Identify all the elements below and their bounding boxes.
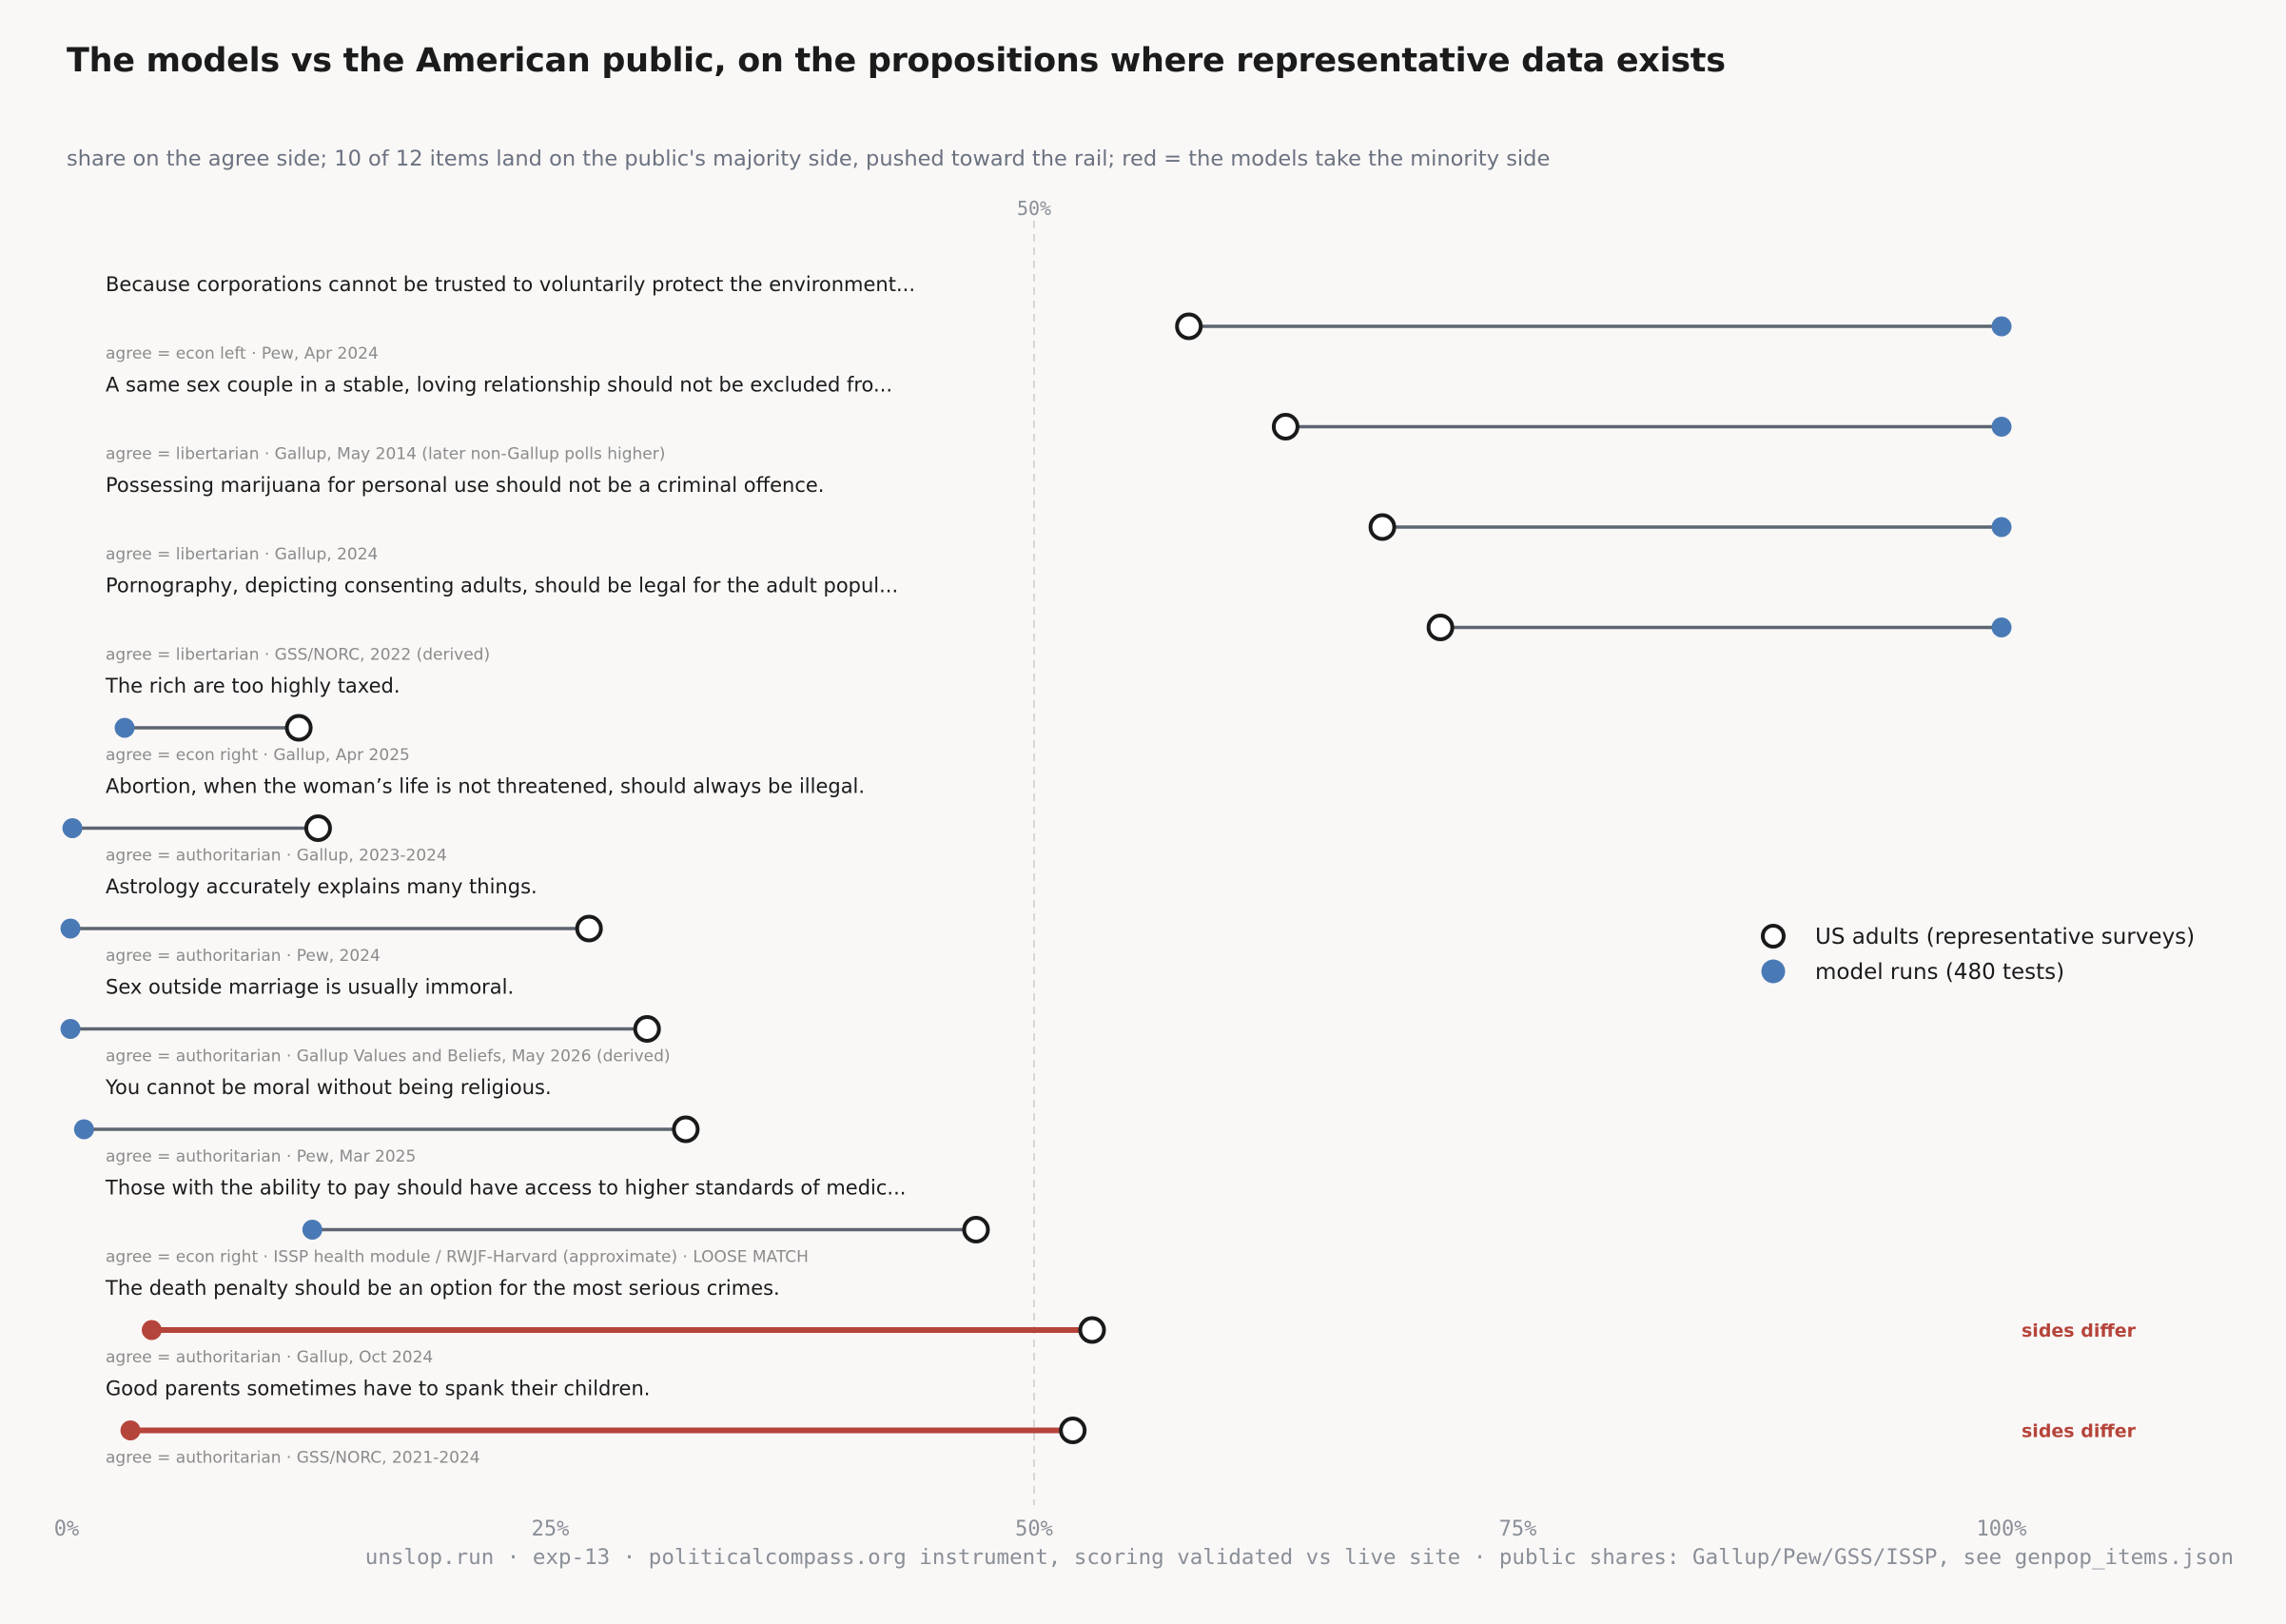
chart-rows: Because corporations cannot be trusted t… <box>60 273 2137 1468</box>
statement-label: Possessing marijuana for personal use sh… <box>106 474 824 497</box>
model-dot <box>1991 517 2012 538</box>
source-note: agree = authoritarian · Gallup Values an… <box>106 1047 671 1066</box>
statement-label: The death penalty should be an option fo… <box>105 1277 780 1300</box>
statement-label: Those with the ability to pay should hav… <box>105 1177 906 1200</box>
source-note: agree = authoritarian · Pew, Mar 2025 <box>106 1147 416 1166</box>
public-dot <box>1175 312 1203 341</box>
source-note: agree = econ right · ISSP health module … <box>106 1248 809 1267</box>
public-dot <box>1271 413 1299 440</box>
chart-row: You cannot be moral without being religi… <box>73 1076 700 1166</box>
public-dot <box>1426 614 1455 641</box>
public-dot <box>1078 1316 1106 1344</box>
statement-label: Astrology accurately explains many thing… <box>106 875 537 898</box>
chart-row: Possessing marijuana for personal use sh… <box>106 474 2012 564</box>
source-note: agree = libertarian · Gallup, May 2014 (… <box>106 445 665 464</box>
legend-public-label: US adults (representative surveys) <box>1815 925 2195 949</box>
chart-row: Abortion, when the woman’s life is not t… <box>62 775 865 866</box>
legend-public-marker <box>1761 924 1786 949</box>
chart-row: Pornography, depicting consenting adults… <box>106 575 2012 665</box>
source-note: agree = libertarian · Gallup, 2024 <box>106 545 378 564</box>
legend-model-marker <box>1761 959 1786 984</box>
midline-label: 50% <box>1017 197 1051 220</box>
legend: US adults (representative surveys) model… <box>1761 924 2195 985</box>
chart-title: The models vs the American public, on th… <box>67 42 1726 80</box>
statement-label: Sex outside marriage is usually immoral. <box>106 976 514 999</box>
legend-model-label: model runs (480 tests) <box>1815 960 2064 985</box>
public-dot <box>1368 513 1397 541</box>
model-dot <box>1991 316 2012 337</box>
chart-row: Because corporations cannot be trusted t… <box>106 273 2012 363</box>
model-dot <box>60 1019 81 1039</box>
x-tick-label: 100% <box>1977 1517 2027 1541</box>
chart-row: Sex outside marriage is usually immoral.… <box>60 976 671 1066</box>
x-tick-label: 25% <box>532 1517 570 1541</box>
model-dot <box>73 1119 94 1140</box>
model-dot <box>114 717 135 738</box>
source-note: agree = authoritarian · Pew, 2024 <box>106 947 381 966</box>
source-note: agree = econ right · Gallup, Apr 2025 <box>106 746 410 765</box>
public-dot <box>303 814 332 842</box>
statement-label: You cannot be moral without being religi… <box>105 1076 552 1099</box>
public-dot <box>1059 1417 1087 1444</box>
statement-label: Because corporations cannot be trusted t… <box>106 273 915 296</box>
x-tick-label: 0% <box>54 1517 80 1541</box>
chart-row: A same sex couple in a stable, loving re… <box>106 374 2012 464</box>
x-axis: 0% 25% 50% 75% 100% <box>54 1517 2027 1541</box>
source-note: agree = authoritarian · Gallup, 2023-202… <box>106 847 447 866</box>
source-note: agree = authoritarian · GSS/NORC, 2021-2… <box>106 1449 480 1468</box>
model-dot <box>62 818 83 838</box>
x-tick-label: 50% <box>1015 1517 1053 1541</box>
statement-label: A same sex couple in a stable, loving re… <box>106 374 892 397</box>
chart-row: Good parents sometimes have to spank the… <box>106 1378 2137 1468</box>
statement-label: Pornography, depicting consenting adults… <box>106 575 898 597</box>
chart-row: The death penalty should be an option fo… <box>105 1277 2137 1367</box>
statement-label: Good parents sometimes have to spank the… <box>106 1378 650 1400</box>
public-dot <box>633 1015 661 1043</box>
x-tick-label: 75% <box>1499 1517 1537 1541</box>
chart-row: The rich are too highly taxed. agree = ec… <box>105 675 410 765</box>
statement-label: Abortion, when the woman’s life is not t… <box>106 775 865 798</box>
chart-row: Those with the ability to pay should hav… <box>105 1177 990 1267</box>
model-dot <box>1991 417 2012 437</box>
model-dot <box>60 918 81 939</box>
sides-differ-label: sides differ <box>2022 1421 2137 1442</box>
statement-label: The rich are too highly taxed. <box>105 675 401 697</box>
source-note: agree = econ left · Pew, Apr 2024 <box>106 344 379 363</box>
public-dot <box>284 714 313 742</box>
public-dot <box>962 1216 990 1243</box>
chart-subtitle: share on the agree side; 10 of 12 items … <box>67 147 1551 171</box>
model-dot <box>141 1320 162 1340</box>
public-dot <box>575 914 603 943</box>
source-note: agree = authoritarian · Gallup, Oct 2024 <box>106 1348 433 1367</box>
chart-row: Astrology accurately explains many thing… <box>60 875 603 966</box>
sides-differ-label: sides differ <box>2022 1321 2137 1341</box>
model-dot <box>302 1220 322 1240</box>
model-dot <box>120 1420 141 1440</box>
source-note: agree = libertarian · GSS/NORC, 2022 (de… <box>106 646 490 665</box>
chart-footer: unslop.run · exp-13 · politicalcompass.o… <box>364 1545 2234 1570</box>
model-dot <box>1991 617 2012 637</box>
public-dot <box>672 1115 700 1144</box>
